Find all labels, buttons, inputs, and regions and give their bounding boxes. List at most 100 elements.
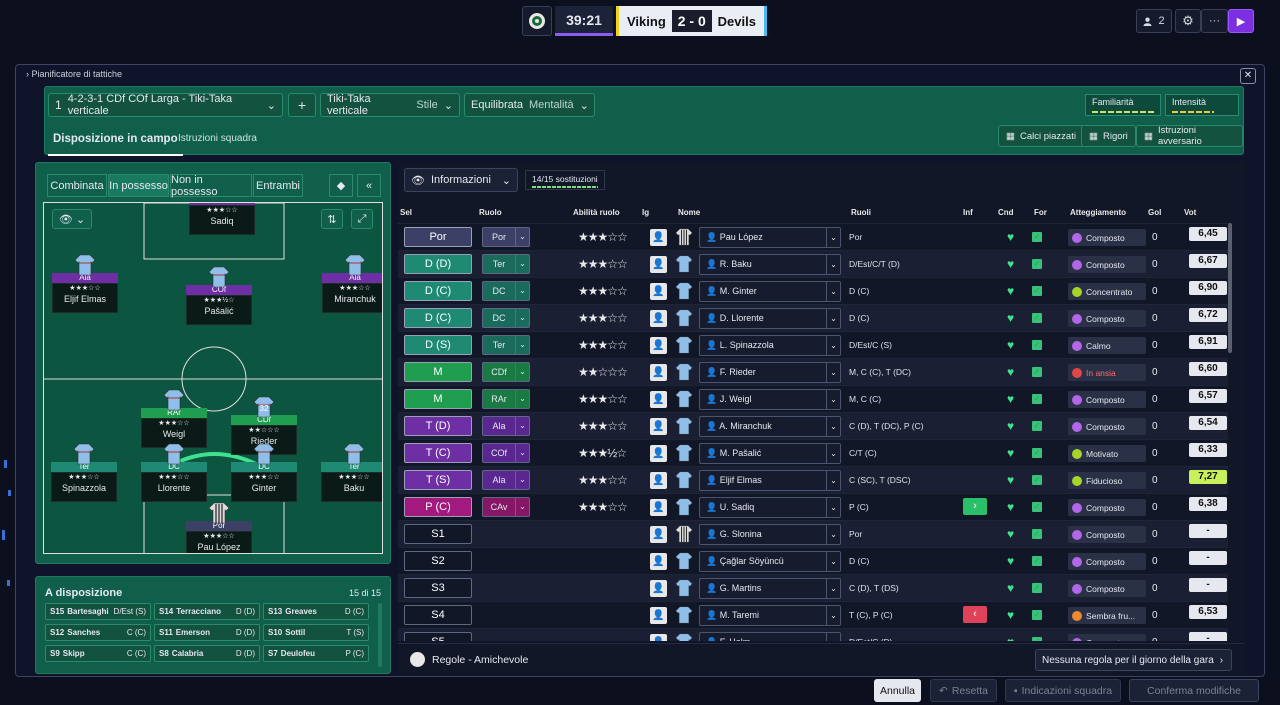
view-toggle[interactable]: 👁 ⌄ bbox=[52, 209, 92, 229]
table-row[interactable]: D (D) Ter ⌄ ★★★☆☆ 👤 👤 R. Baku ⌄ D/Est/C/T (D) ♥ ✓… bbox=[398, 250, 1228, 277]
penalties-button[interactable]: ▦ Rigori bbox=[1081, 125, 1136, 147]
player-name-dropdown[interactable]: 👤 Pau López ⌄ bbox=[699, 227, 841, 248]
person-icon[interactable]: 👤 bbox=[650, 229, 667, 246]
player-name-dropdown[interactable]: 👤 A. Miranchuk ⌄ bbox=[699, 416, 841, 437]
table-row[interactable]: S1 👤 👤 G. Slonina ⌄ Por ♥ ✓ Composto 0 - bbox=[398, 520, 1228, 547]
column-header[interactable]: Atteggiamento bbox=[1070, 208, 1126, 217]
role-dropdown[interactable]: RAr ⌄ bbox=[482, 389, 530, 409]
scrollbar[interactable] bbox=[378, 603, 382, 667]
mode-in-possession[interactable]: In possesso bbox=[108, 174, 169, 197]
role-dropdown[interactable]: CDf ⌄ bbox=[482, 362, 530, 382]
available-player[interactable]: S7 Deulofeu P (C) bbox=[263, 645, 369, 662]
people-button[interactable]: 2 bbox=[1136, 9, 1172, 33]
column-header[interactable]: For bbox=[1034, 208, 1047, 217]
column-header[interactable]: Ruoli bbox=[851, 208, 871, 217]
person-icon[interactable]: 👤 bbox=[650, 256, 667, 273]
cancel-button[interactable]: Annulla bbox=[874, 679, 921, 702]
play-button[interactable]: ▶ bbox=[1228, 9, 1254, 33]
player-name-dropdown[interactable]: 👤 G. Martins ⌄ bbox=[699, 578, 841, 599]
expand-icon[interactable]: ⤢ bbox=[351, 209, 373, 229]
confirm-button[interactable]: Conferma modifiche bbox=[1129, 679, 1259, 702]
person-icon[interactable]: 👤 bbox=[650, 499, 667, 516]
table-row[interactable]: S2 👤 👤 Çağlar Söyüncü ⌄ D (C) ♥ ✓ Composto 0 - bbox=[398, 547, 1228, 574]
column-header[interactable]: Inf bbox=[963, 208, 973, 217]
pitch-player[interactable]: COf ★★★½☆ Pašalić bbox=[186, 266, 252, 325]
info-dropdown[interactable]: 👁 Informazioni ⌄ bbox=[404, 168, 518, 192]
mode-combined[interactable]: Combinata bbox=[47, 174, 107, 197]
column-header[interactable]: Cnd bbox=[998, 208, 1014, 217]
player-name-dropdown[interactable]: 👤 Eljif Elmas ⌄ bbox=[699, 470, 841, 491]
mode-both[interactable]: Entrambi bbox=[253, 174, 303, 197]
column-header[interactable]: Sel bbox=[400, 208, 413, 217]
player-name-dropdown[interactable]: 👤 F. Holm⌄ bbox=[699, 632, 841, 641]
person-icon[interactable]: 👤 bbox=[650, 445, 667, 462]
person-icon[interactable]: 👤 bbox=[650, 472, 667, 489]
table-row[interactable]: P (C) CAv ⌄ ★★★☆☆ 👤 👤 U. Sadiq ⌄ P (C) › ♥ ✓ Compos… bbox=[398, 493, 1228, 520]
table-row[interactable]: M CDf ⌄ ★★☆☆☆ 👤 👤 F. Rieder ⌄ M, C (C), T (DC) ♥… bbox=[398, 358, 1228, 385]
player-name-dropdown[interactable]: 👤 D. Llorente ⌄ bbox=[699, 308, 841, 329]
table-scrollbar[interactable] bbox=[1228, 223, 1232, 353]
player-name-dropdown[interactable]: 👤 M. Taremi ⌄ bbox=[699, 605, 841, 626]
tab-positions[interactable]: Disposizione in campo bbox=[48, 125, 183, 156]
role-dropdown[interactable]: CAv ⌄ bbox=[482, 497, 530, 517]
person-icon[interactable]: 👤 bbox=[650, 607, 667, 624]
formation-dropdown[interactable]: 1 4-2-3-1 CDf COf Larga - Tiki-Taka vert… bbox=[48, 93, 283, 117]
person-icon[interactable]: 👤 bbox=[650, 283, 667, 300]
reset-button[interactable]: ↶ Resetta bbox=[930, 679, 997, 702]
table-row[interactable]: M RAr ⌄ ★★★☆☆ 👤 👤 J. Weigl ⌄ M, C (C) ♥ ✓ Composto… bbox=[398, 385, 1228, 412]
player-name-dropdown[interactable]: 👤 J. Weigl ⌄ bbox=[699, 389, 841, 410]
selection-slot[interactable]: T (S) bbox=[404, 470, 472, 490]
table-row[interactable]: S3 👤 👤 G. Martins ⌄ C (D), T (DS) ♥ ✓ Composto 0… bbox=[398, 574, 1228, 601]
collapse-icon[interactable]: « bbox=[357, 174, 381, 197]
selection-slot[interactable]: T (C) bbox=[404, 443, 472, 463]
role-dropdown[interactable]: Por ⌄ bbox=[482, 227, 530, 247]
settings-button[interactable]: ⚙ bbox=[1175, 9, 1201, 33]
available-player[interactable]: S10 Sottil T (S) bbox=[263, 624, 369, 641]
close-icon[interactable]: ✕ bbox=[1240, 68, 1256, 84]
player-name-dropdown[interactable]: 👤 L. Spinazzola ⌄ bbox=[699, 335, 841, 356]
set-pieces-button[interactable]: ▦ Calci piazzati bbox=[998, 125, 1084, 147]
pitch-player[interactable]: DC ★★★☆☆ Ginter bbox=[231, 443, 297, 502]
person-icon[interactable]: 👤 bbox=[650, 364, 667, 381]
role-dropdown[interactable]: DC ⌄ bbox=[482, 308, 530, 328]
table-row[interactable]: T (S) Ala ⌄ ★★★☆☆ 👤 👤 Eljif Elmas ⌄ C (SC), T (… bbox=[398, 466, 1228, 493]
player-name-dropdown[interactable]: 👤 M. Ginter ⌄ bbox=[699, 281, 841, 302]
selection-slot[interactable]: D (C) bbox=[404, 281, 472, 301]
available-player[interactable]: S13 Greaves D (C) bbox=[263, 603, 369, 620]
selection-slot[interactable]: S2 bbox=[404, 551, 472, 571]
mentality-dropdown[interactable]: Equilibrata Mentalità ⌄ bbox=[464, 93, 595, 117]
selection-slot[interactable]: S5 bbox=[404, 632, 472, 641]
mode-out-of-possession[interactable]: Non in possesso bbox=[170, 174, 252, 198]
player-name-dropdown[interactable]: 👤 U. Sadiq ⌄ bbox=[699, 497, 841, 518]
selection-slot[interactable]: D (S) bbox=[404, 335, 472, 355]
pitch-player[interactable]: DC ★★★☆☆ Llorente bbox=[141, 443, 207, 502]
column-header[interactable]: Ig bbox=[642, 208, 650, 217]
role-dropdown[interactable]: Ala ⌄ bbox=[482, 416, 530, 436]
person-icon[interactable]: 👤 bbox=[650, 580, 667, 597]
role-dropdown[interactable]: Ter ⌄ bbox=[482, 254, 530, 274]
pitch-player[interactable]: RAr ★★★☆☆ Weigl bbox=[141, 389, 207, 448]
selection-slot[interactable]: D (C) bbox=[404, 308, 472, 328]
table-row[interactable]: D (S) Ter ⌄ ★★★☆☆ 👤 👤 L. Spinazzola ⌄ D/Est/C (… bbox=[398, 331, 1228, 358]
sub-arrow-right-icon[interactable]: › bbox=[963, 498, 987, 515]
selection-slot[interactable]: D (D) bbox=[404, 254, 472, 274]
person-icon[interactable]: 👤 bbox=[650, 553, 667, 570]
selection-slot[interactable]: S1 bbox=[404, 524, 472, 544]
selection-slot[interactable]: T (D) bbox=[404, 416, 472, 436]
pitch-player[interactable]: Ter ★★★☆☆ Baku bbox=[321, 443, 382, 502]
match-rules-button[interactable]: Nessuna regola per il giorno della gara › bbox=[1035, 649, 1232, 671]
person-icon[interactable]: 👤 bbox=[650, 634, 667, 641]
player-name-dropdown[interactable]: 👤 Çağlar Söyüncü ⌄ bbox=[699, 551, 841, 572]
role-dropdown[interactable]: Ala ⌄ bbox=[482, 470, 530, 490]
pitch-player[interactable]: Por ★★★☆☆ Pau López bbox=[186, 502, 252, 553]
add-tactic-button[interactable]: + bbox=[288, 93, 316, 117]
selection-slot[interactable]: S3 bbox=[404, 578, 472, 598]
player-name-dropdown[interactable]: 👤 G. Slonina ⌄ bbox=[699, 524, 841, 545]
pitch-player[interactable]: CAv ★★★☆☆ Sadiq bbox=[189, 203, 255, 235]
arrange-icon[interactable]: ⇅ bbox=[321, 209, 343, 229]
column-header[interactable]: Ruolo bbox=[479, 208, 502, 217]
player-name-dropdown[interactable]: 👤 F. Rieder ⌄ bbox=[699, 362, 841, 383]
player-name-dropdown[interactable]: 👤 R. Baku ⌄ bbox=[699, 254, 841, 275]
selection-slot[interactable]: Por bbox=[404, 227, 472, 247]
pitch-player[interactable]: Ala ★★★☆☆ Miranchuk bbox=[322, 254, 382, 313]
